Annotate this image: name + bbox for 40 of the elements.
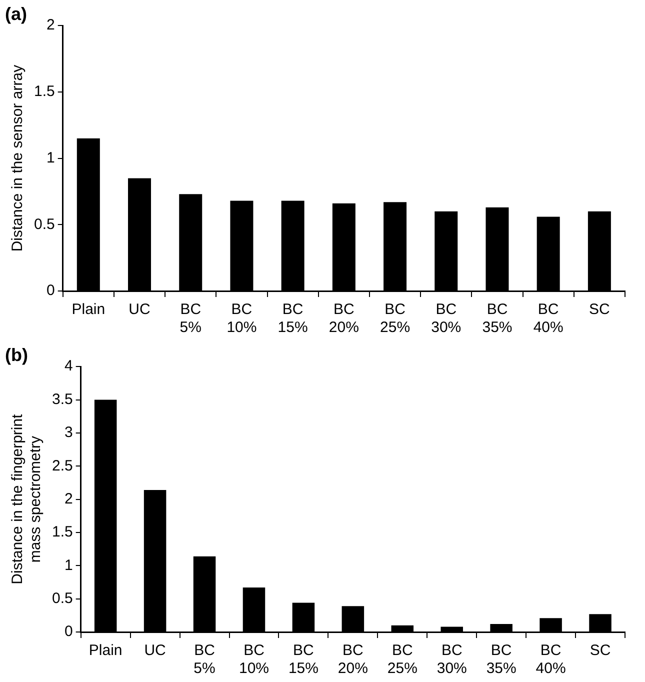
y-tick-label: 1.5 — [52, 524, 73, 541]
y-tick-label: 1.5 — [34, 83, 55, 100]
x-tick-label: UC — [128, 301, 151, 318]
x-tick-label: BC 15% — [278, 301, 308, 336]
y-tick-label: 0.5 — [52, 590, 73, 607]
x-tick-label: SC — [589, 301, 610, 318]
x-tick-label: BC 10% — [238, 642, 270, 678]
x-tick-label: BC 5% — [180, 301, 202, 336]
y-axis-title: Distance in the fingerprint mass spectrometry — [9, 413, 44, 584]
y-tick-label: 0 — [46, 282, 55, 300]
y-tick-label: 1 — [64, 556, 73, 574]
x-tick-label: BC 5% — [194, 642, 216, 678]
y-tick-label: 3 — [64, 424, 73, 442]
x-tick-label: BC 20% — [328, 301, 359, 336]
x-tick-label: Plain — [72, 301, 106, 318]
x-tick-label: SC — [590, 642, 611, 660]
x-tick-label: BC 35% — [486, 642, 516, 678]
y-tick-label: 1 — [46, 149, 55, 166]
x-tick-label: BC 15% — [288, 642, 318, 678]
y-tick-label: 2 — [64, 490, 73, 508]
y-tick-label: 3.5 — [52, 390, 73, 408]
x-tick-label: UC — [144, 642, 166, 660]
x-tick-label: BC 40% — [533, 301, 564, 336]
x-tick-label: BC 30% — [431, 301, 462, 336]
x-tick-label: BC 25% — [380, 301, 410, 336]
y-tick-label: 0.5 — [34, 216, 55, 233]
y-tick-label: 2 — [46, 16, 55, 34]
y-tick-label: 0 — [64, 623, 73, 640]
x-tick-label: BC 10% — [226, 301, 257, 336]
x-tick-label: BC 40% — [536, 642, 566, 678]
x-tick-label: BC 35% — [482, 301, 512, 336]
x-tick-label: BC 30% — [436, 642, 467, 678]
x-tick-label: BC 20% — [338, 642, 368, 678]
chart-title: (a) — [5, 4, 28, 24]
y-tick-label: 4 — [64, 358, 73, 375]
y-axis-title: Distance in the sensor array — [9, 64, 26, 252]
y-tick-label: 2.5 — [52, 457, 73, 474]
x-tick-label: Plain — [88, 642, 122, 660]
x-tick-label: BC 25% — [387, 642, 418, 678]
chart-title: (b) — [5, 344, 28, 365]
